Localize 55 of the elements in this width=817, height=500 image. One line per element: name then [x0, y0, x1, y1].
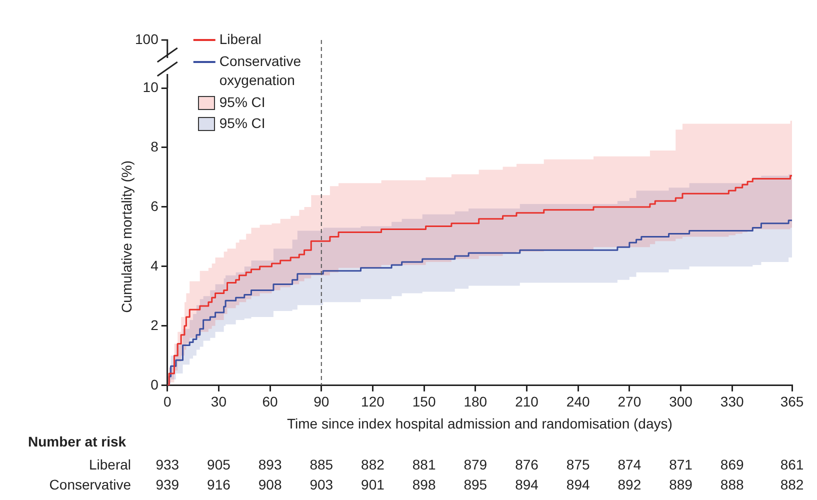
text: 892: [618, 476, 642, 492]
annotation: 95% CI: [219, 94, 266, 110]
text: 861: [780, 456, 804, 472]
y-tick-label: 6: [150, 198, 159, 214]
text: 888: [720, 476, 744, 492]
text: 874: [618, 456, 642, 472]
text: 889: [669, 476, 693, 492]
x-tick-label: 90: [314, 394, 330, 410]
text: 879: [464, 456, 488, 472]
text: 933: [156, 456, 180, 472]
text: 901: [361, 476, 385, 492]
x-axis-title: Time since index hospital admission and randomisation (days): [286, 415, 672, 432]
x-tick-label: 0: [163, 394, 172, 410]
text: 893: [258, 456, 282, 472]
text: 871: [669, 456, 693, 472]
text: Conservative: [49, 476, 132, 492]
x-tick-label: 330: [720, 394, 744, 410]
text: 882: [361, 456, 385, 472]
x-tick-label: 210: [515, 394, 539, 410]
y-tick-label: 8: [150, 138, 159, 154]
y-tick-label: 0: [150, 376, 159, 392]
x-tick-label: 120: [361, 394, 385, 410]
annotation: 95% CI: [219, 114, 266, 131]
text: 908: [258, 476, 282, 492]
text: 100: [135, 30, 159, 47]
legend-label: Liberal: [219, 30, 262, 47]
text: 903: [310, 476, 334, 492]
x-tick-label: 270: [618, 394, 642, 410]
text: 898: [412, 476, 436, 492]
x-tick-label: 150: [412, 394, 436, 410]
x-tick-label: 60: [262, 394, 278, 410]
text: 876: [515, 456, 539, 472]
text: Number at risk: [28, 433, 126, 450]
text: 916: [207, 476, 231, 492]
text: 905: [207, 456, 231, 472]
text: 869: [720, 456, 744, 472]
text: 885: [310, 456, 334, 472]
text: 882: [780, 476, 804, 492]
y-axis-title: Cumulative mortality (%): [118, 160, 134, 313]
y-tick-label: 2: [150, 316, 159, 333]
text: Liberal: [88, 456, 131, 472]
text: 894: [515, 476, 539, 492]
x-tick-label: 30: [210, 394, 227, 410]
legend-label: Conservative oxygenation: [219, 52, 302, 88]
x-tick-label: 240: [566, 394, 590, 410]
x-tick-label: 300: [669, 394, 693, 410]
y-tick-label: 4: [150, 257, 159, 274]
text: 939: [156, 476, 180, 492]
y-tick-label: 10: [142, 78, 159, 95]
text: 881: [412, 456, 436, 472]
text: 875: [566, 456, 590, 472]
text: 894: [566, 476, 590, 492]
text: 895: [464, 476, 488, 492]
x-tick-label: 180: [464, 394, 488, 410]
x-tick-label: 365: [780, 394, 804, 410]
